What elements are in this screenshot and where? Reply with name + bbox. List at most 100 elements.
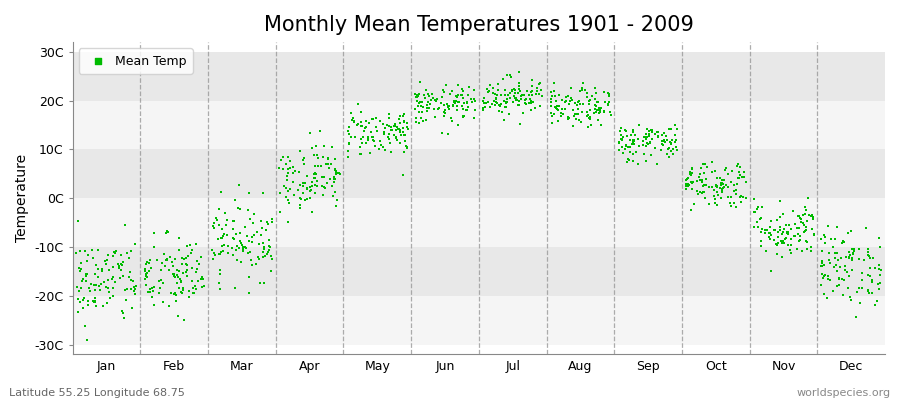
Point: [855, 270, 869, 276]
Point: [693, 171, 707, 177]
Point: [142, 256, 157, 263]
Point: [834, 240, 849, 246]
Point: [101, 252, 115, 258]
Point: [261, 249, 275, 255]
Point: [709, 182, 724, 188]
Point: [365, 134, 380, 140]
Point: [108, 250, 122, 256]
Point: [640, 139, 654, 146]
Point: [285, 164, 300, 171]
Point: [186, 285, 201, 291]
Point: [821, 272, 835, 279]
Point: [832, 282, 846, 288]
Point: [450, 122, 464, 128]
Point: [690, 188, 705, 194]
Point: [207, 220, 221, 226]
Point: [120, 250, 134, 256]
Point: [665, 137, 680, 143]
Point: [446, 102, 461, 108]
Point: [420, 91, 435, 97]
Point: [793, 215, 807, 221]
Point: [140, 259, 154, 266]
Point: [302, 184, 317, 190]
Point: [417, 92, 431, 98]
Point: [77, 248, 92, 254]
Point: [770, 251, 784, 257]
Point: [730, 163, 744, 170]
Point: [91, 247, 105, 254]
Point: [695, 177, 709, 184]
Point: [572, 98, 587, 104]
Point: [714, 194, 728, 201]
Point: [308, 163, 322, 169]
Point: [798, 238, 813, 244]
Point: [275, 166, 290, 172]
Legend: Mean Temp: Mean Temp: [79, 48, 193, 74]
Point: [872, 286, 886, 292]
Point: [683, 172, 698, 178]
Point: [662, 138, 677, 145]
Point: [501, 111, 516, 118]
Point: [236, 248, 250, 254]
Point: [734, 199, 748, 205]
Point: [384, 148, 399, 155]
Point: [663, 126, 678, 132]
Point: [75, 278, 89, 285]
Point: [550, 106, 564, 112]
Point: [504, 74, 518, 80]
Point: [460, 107, 474, 114]
Point: [185, 265, 200, 271]
Point: [233, 238, 248, 244]
Point: [580, 94, 594, 100]
Point: [194, 254, 208, 260]
Point: [380, 122, 394, 128]
Point: [226, 252, 240, 258]
Point: [662, 146, 676, 152]
Point: [790, 225, 805, 231]
Point: [214, 249, 229, 255]
Point: [697, 182, 711, 188]
Point: [724, 194, 738, 200]
Point: [82, 284, 96, 291]
Point: [733, 172, 747, 178]
Point: [213, 189, 228, 196]
Point: [342, 131, 356, 137]
Point: [845, 267, 859, 273]
Point: [111, 261, 125, 268]
Point: [615, 144, 629, 150]
Point: [412, 79, 427, 85]
Point: [475, 106, 490, 113]
Point: [141, 268, 156, 274]
Point: [580, 108, 595, 115]
Point: [167, 274, 182, 280]
Point: [685, 170, 699, 176]
Point: [89, 303, 104, 309]
Point: [212, 251, 227, 257]
Point: [188, 241, 202, 247]
Point: [427, 95, 441, 101]
Point: [721, 170, 735, 177]
Point: [730, 181, 744, 187]
Point: [95, 303, 110, 310]
Point: [718, 167, 733, 173]
Point: [191, 278, 205, 284]
Point: [185, 247, 200, 253]
Point: [592, 108, 607, 115]
Point: [527, 105, 542, 112]
Point: [144, 294, 158, 300]
Point: [689, 178, 704, 184]
Point: [325, 182, 339, 189]
Point: [321, 156, 336, 162]
Point: [176, 256, 191, 262]
Point: [256, 240, 270, 247]
Point: [300, 186, 314, 192]
Point: [382, 131, 396, 138]
Point: [317, 184, 331, 190]
Point: [520, 87, 535, 94]
Point: [220, 217, 234, 223]
Point: [428, 96, 443, 103]
Point: [475, 98, 490, 104]
Point: [679, 186, 693, 193]
Point: [842, 254, 856, 260]
Point: [554, 110, 569, 116]
